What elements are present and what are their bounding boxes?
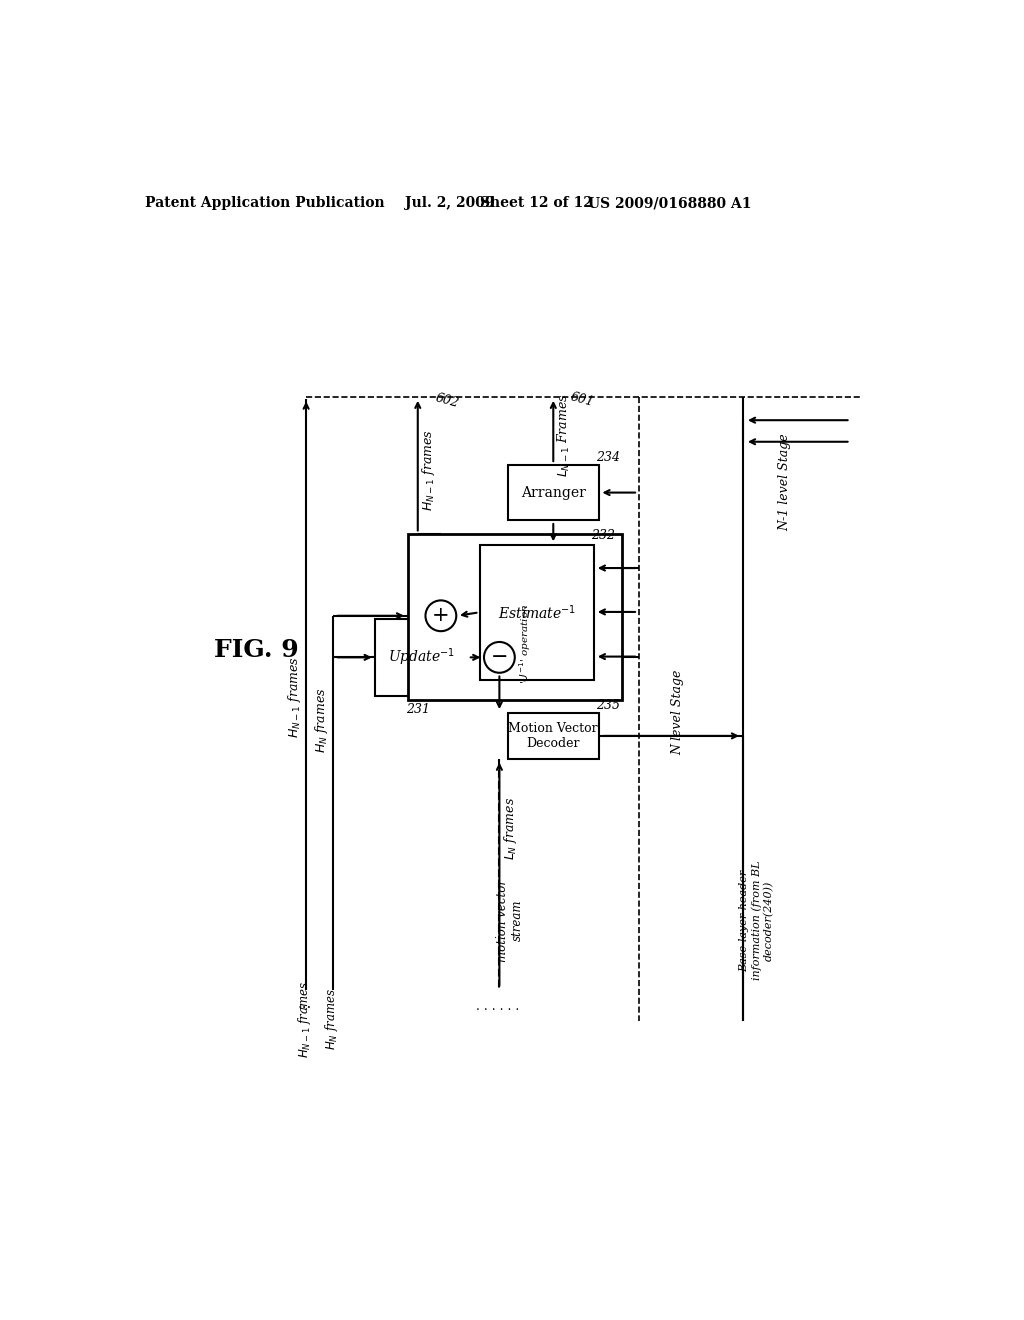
Text: ...: ... — [297, 997, 311, 1011]
Text: 601: 601 — [569, 391, 596, 409]
Text: $L_N$ frames: $L_N$ frames — [502, 797, 519, 859]
Text: Motion Vector
Decoder: Motion Vector Decoder — [509, 722, 598, 750]
Text: $H_{N-1}$ frames: $H_{N-1}$ frames — [296, 981, 313, 1057]
Text: +: + — [432, 606, 450, 626]
Text: Jul. 2, 2009: Jul. 2, 2009 — [406, 197, 495, 210]
Bar — [508, 713, 599, 759]
Text: FIG. 9: FIG. 9 — [214, 638, 298, 661]
Text: 232: 232 — [591, 529, 615, 543]
Text: $L_{N-1}$ Frames: $L_{N-1}$ Frames — [556, 393, 572, 478]
Text: $H_N$ frames: $H_N$ frames — [313, 688, 330, 754]
Text: Update$^{-1}$: Update$^{-1}$ — [388, 647, 455, 668]
Text: N level Stage: N level Stage — [671, 671, 684, 755]
Text: . . . . . .: . . . . . . — [476, 1001, 519, 1014]
Text: motion vector
stream: motion vector stream — [497, 879, 524, 962]
Bar — [376, 619, 468, 696]
Text: Arranger: Arranger — [521, 486, 586, 499]
Text: Sheet 12 of 12: Sheet 12 of 12 — [480, 197, 593, 210]
Text: −: − — [490, 648, 508, 667]
Text: Estimate$^{-1}$: Estimate$^{-1}$ — [498, 603, 577, 622]
Text: N-1 level Stage: N-1 level Stage — [778, 433, 792, 531]
Text: 231: 231 — [406, 704, 430, 717]
Bar — [480, 545, 594, 680]
Text: Base-layer header
information (from BL
decoder(240)): Base-layer header information (from BL d… — [739, 861, 774, 981]
Bar — [508, 465, 599, 520]
Text: $H_N$ frames: $H_N$ frames — [323, 989, 340, 1051]
Text: '$U^{-1}$' operation: '$U^{-1}$' operation — [518, 603, 534, 684]
Text: 234: 234 — [596, 450, 620, 463]
Text: $H_{N-1}$ frames: $H_{N-1}$ frames — [286, 656, 303, 738]
Text: Patent Application Publication: Patent Application Publication — [145, 197, 385, 210]
Text: 602: 602 — [434, 392, 461, 411]
Text: US 2009/0168880 A1: US 2009/0168880 A1 — [588, 197, 752, 210]
Text: 235: 235 — [596, 698, 620, 711]
Text: $H_{N-1}$ frames: $H_{N-1}$ frames — [420, 429, 437, 511]
Bar — [408, 535, 622, 700]
